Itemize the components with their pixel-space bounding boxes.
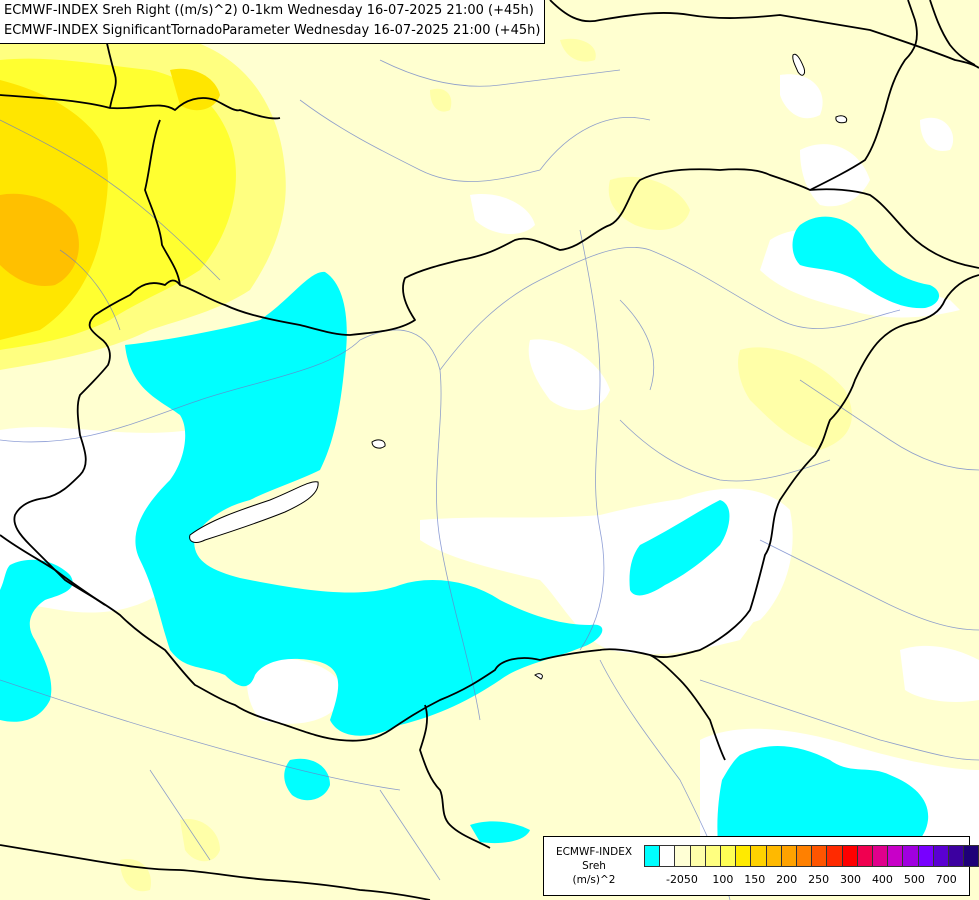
rivers — [0, 59, 979, 900]
legend-swatch — [689, 845, 706, 867]
legend-source: ECMWF-INDEX — [555, 846, 633, 858]
legend-swatch — [765, 845, 782, 867]
legend-swatch — [644, 845, 661, 867]
legend-swatch — [872, 845, 889, 867]
legend-tick-label: 500 — [903, 873, 925, 886]
legend-swatch — [841, 845, 858, 867]
legend-swatch — [826, 845, 843, 867]
legend-swatch — [796, 845, 813, 867]
legend-tick-label: 700 — [935, 873, 957, 886]
legend-swatch — [856, 845, 873, 867]
legend-swatch — [902, 845, 919, 867]
legend-tick-label: 300 — [840, 873, 862, 886]
legend-variable: Sreh — [582, 860, 606, 872]
legend-swatch — [674, 845, 691, 867]
legend-swatch — [963, 845, 979, 867]
color-legend: ECMWF-INDEX Sreh (m/s)^2 -20 50 100 150 200 2… — [543, 836, 979, 896]
title-line-sreh: ECMWF-INDEX Sreh Right ((m/s)^2) 0-1km W… — [4, 3, 534, 18]
legend-swatch — [735, 845, 752, 867]
legend-swatch — [704, 845, 721, 867]
cyan-regions — [0, 216, 940, 860]
legend-swatch — [780, 845, 797, 867]
legend-swatch — [887, 845, 904, 867]
legend-swatch — [917, 845, 934, 867]
legend-tick-label: -20 — [665, 873, 684, 886]
legend-unit: (m/s)^2 — [572, 874, 616, 886]
legend-swatch — [659, 845, 676, 867]
legend-tick-label: 150 — [744, 873, 766, 886]
legend-swatch — [750, 845, 767, 867]
title-line-stp: ECMWF-INDEX SignificantTornadoParameter … — [4, 23, 541, 38]
legend-tick-label: 200 — [776, 873, 798, 886]
legend-swatch — [948, 845, 965, 867]
map-title-box: ECMWF-INDEX Sreh Right ((m/s)^2) 0-1km W… — [0, 0, 546, 44]
legend-swatch — [932, 845, 949, 867]
legend-swatch — [811, 845, 828, 867]
legend-tick-label: 400 — [871, 873, 893, 886]
legend-tick-label: 250 — [808, 873, 830, 886]
legend-swatch — [720, 845, 737, 867]
legend-tick-label: 100 — [712, 873, 734, 886]
yellow-west-region — [0, 25, 286, 371]
legend-tick-label: 50 — [683, 873, 698, 886]
lakes — [189, 53, 848, 680]
